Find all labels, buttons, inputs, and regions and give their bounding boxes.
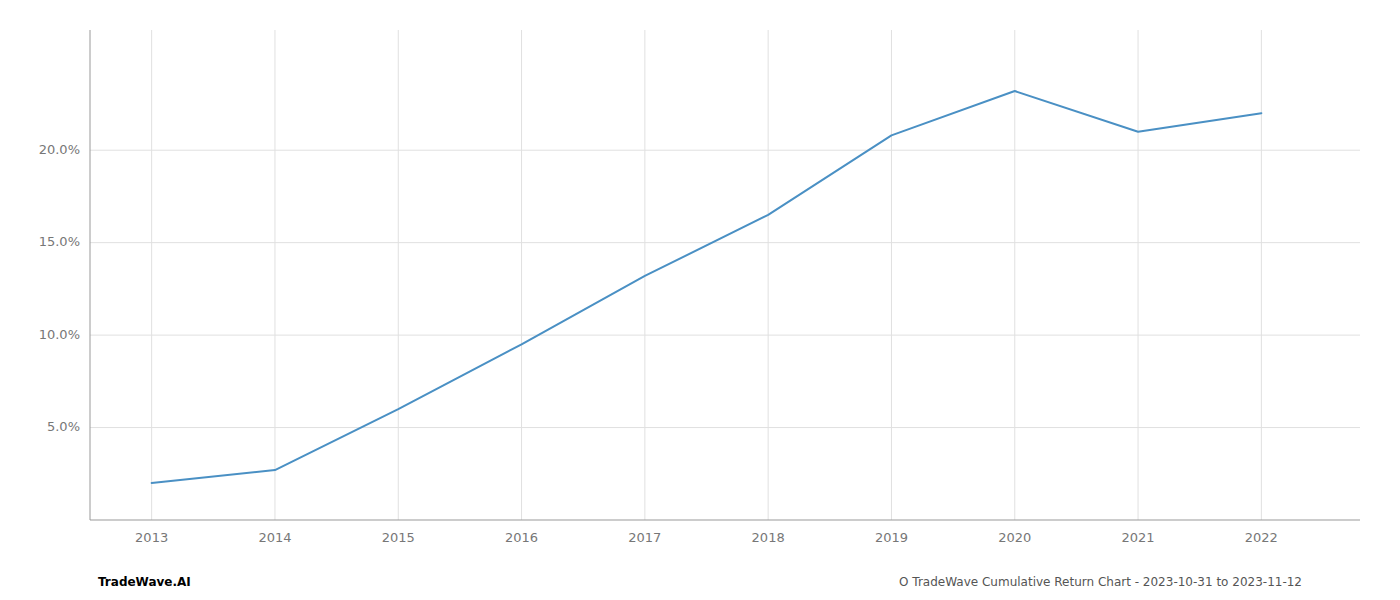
x-tick-label: 2015 [382, 530, 415, 545]
x-grid-line [151, 30, 152, 520]
grid [90, 30, 1360, 520]
y-tick-label: 15.0% [39, 234, 80, 249]
x-grid-line [1138, 30, 1139, 520]
x-tick-label: 2014 [258, 530, 291, 545]
y-grid-line [90, 335, 1360, 336]
x-grid-line [398, 30, 399, 520]
line-series [152, 91, 1262, 483]
x-tick-label: 2013 [135, 530, 168, 545]
x-grid-line [891, 30, 892, 520]
chart-container: 5.0% 10.0% 15.0% 20.0% 2013 2014 2015 2016 2017 2… [0, 0, 1400, 600]
x-grid-line [1014, 30, 1015, 520]
y-grid-line [90, 242, 1360, 243]
y-axis-line [90, 30, 91, 520]
y-grid-line [90, 427, 1360, 428]
x-grid-line [274, 30, 275, 520]
plot-area [152, 91, 1262, 483]
chart: 5.0% 10.0% 15.0% 20.0% 2013 2014 2015 2016 2017 2… [0, 0, 1400, 600]
footer-left: TradeWave.AI [98, 575, 191, 589]
x-tick-label: 2019 [875, 530, 908, 545]
x-tick-label: 2021 [1122, 530, 1155, 545]
x-tick-label: 2017 [628, 530, 661, 545]
y-tick-label: 5.0% [47, 419, 80, 434]
x-grid-line [1261, 30, 1262, 520]
footer-right: O TradeWave Cumulative Return Chart - 20… [899, 575, 1302, 589]
x-grid-line [768, 30, 769, 520]
x-tick-label: 2020 [998, 530, 1031, 545]
x-tick-label: 2018 [752, 530, 785, 545]
axes: 5.0% 10.0% 15.0% 20.0% 2013 2014 2015 2016 2017 2… [39, 30, 1360, 545]
y-tick-label: 10.0% [39, 327, 80, 342]
y-tick-label: 20.0% [39, 142, 80, 157]
footer: TradeWave.AI O TradeWave Cumulative Retur… [98, 575, 1302, 589]
x-axis-line [90, 520, 1360, 521]
x-grid-line [521, 30, 522, 520]
x-tick-label: 2016 [505, 530, 538, 545]
x-tick-label: 2022 [1245, 530, 1278, 545]
y-grid-line [90, 150, 1360, 151]
